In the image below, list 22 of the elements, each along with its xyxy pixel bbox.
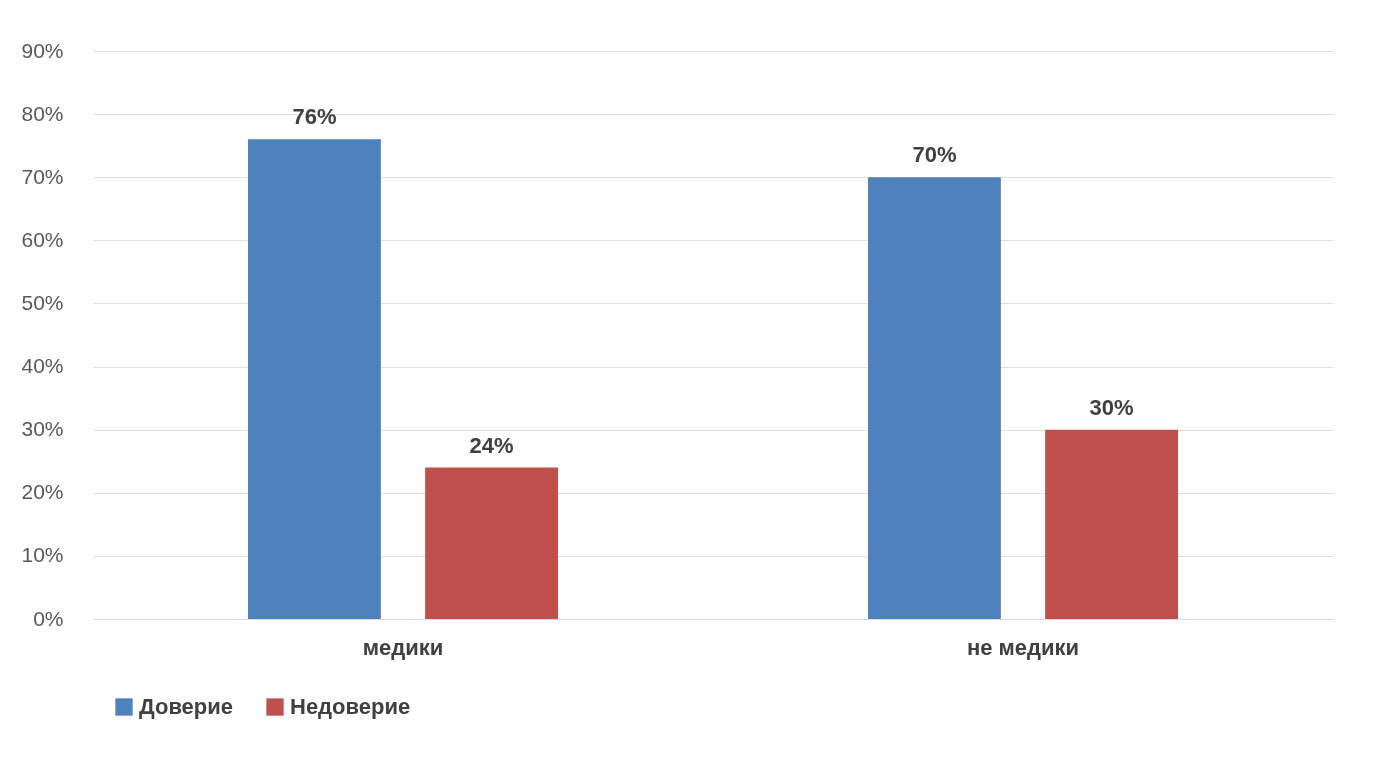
data-label: 24% (469, 432, 514, 458)
y-tick-label: 80% (21, 101, 64, 125)
legend-label: Доверие (139, 694, 234, 719)
y-tick-label: 40% (21, 354, 64, 378)
y-tick-label: 30% (21, 417, 64, 441)
y-tick-label: 60% (21, 227, 64, 251)
bar (868, 177, 1001, 619)
x-tick-label: не медики (966, 634, 1080, 660)
y-tick-label: 0% (33, 606, 64, 630)
y-tick-label: 10% (21, 543, 64, 567)
y-tick-label: 90% (21, 38, 64, 62)
y-tick-label: 20% (21, 480, 64, 504)
data-label: 70% (912, 142, 957, 168)
x-tick-label: медики (362, 634, 444, 660)
y-tick-label: 70% (21, 164, 64, 188)
y-tick-label: 50% (21, 290, 64, 314)
data-label: 30% (1089, 394, 1134, 420)
data-label: 76% (292, 104, 337, 130)
bar (425, 467, 558, 619)
bar (1045, 429, 1178, 619)
legend-label: Недоверие (290, 694, 411, 719)
bar (248, 139, 381, 619)
